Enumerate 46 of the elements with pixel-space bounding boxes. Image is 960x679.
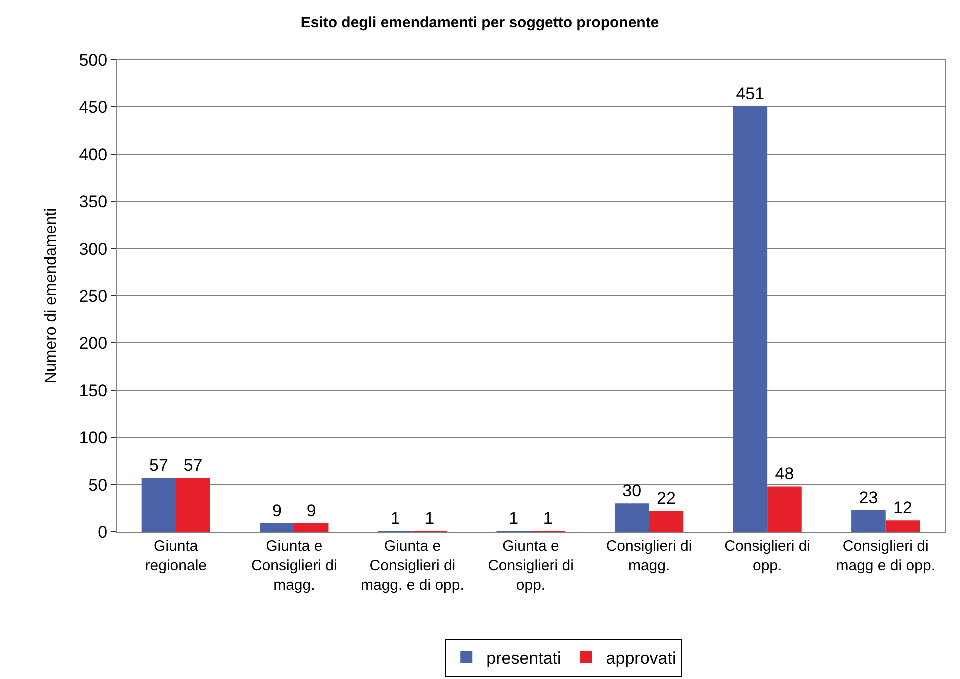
bar xyxy=(886,520,920,532)
data-label: 9 xyxy=(306,502,316,520)
bar xyxy=(852,510,886,532)
x-tick-label: Consiglieri di magg e di opp. xyxy=(836,538,936,574)
data-label: 23 xyxy=(859,488,878,508)
data-label: 12 xyxy=(894,498,912,518)
x-tick-label: Consiglieri di magg. xyxy=(606,538,692,574)
y-tick-label: 0 xyxy=(98,522,108,542)
data-label: 57 xyxy=(184,456,203,476)
y-tick-label: 250 xyxy=(79,286,108,306)
x-tick-label: Giunta e Consiglieri di opp. xyxy=(488,538,574,594)
x-tick-label: Giunta e Consiglieri di magg. e di opp. xyxy=(361,538,464,594)
x-tick-label: Giunta regionale xyxy=(145,538,207,574)
x-tick-label: Consiglieri di opp. xyxy=(724,538,811,574)
data-label: 30 xyxy=(622,482,642,501)
x-tick-label: Giunta e Consiglieri di magg. xyxy=(251,538,338,594)
y-tick-label: 500 xyxy=(79,50,108,70)
y-tick-label: 150 xyxy=(79,381,108,400)
y-tick-label: 400 xyxy=(79,145,108,164)
bar xyxy=(294,524,329,532)
y-tick-label: 450 xyxy=(79,98,108,118)
bar xyxy=(176,478,210,532)
data-label: 9 xyxy=(272,502,282,520)
chart-title: Esito degli emendamenti per soggetto proponente xyxy=(300,14,660,32)
y-tick-label: 50 xyxy=(88,476,108,495)
y-tick-label: 300 xyxy=(79,240,108,259)
bar xyxy=(614,504,650,532)
bar xyxy=(142,478,176,532)
y-tick-label: 100 xyxy=(79,428,108,448)
y-axis-title: Numero di emendamenti xyxy=(43,208,60,384)
data-label: 1 xyxy=(509,509,519,528)
bar xyxy=(733,106,768,532)
bar xyxy=(649,511,684,532)
data-label: 57 xyxy=(150,456,168,476)
data-label: 1 xyxy=(543,509,553,528)
data-label: 1 xyxy=(425,509,435,528)
y-tick-label: 350 xyxy=(79,192,108,212)
bar xyxy=(260,524,294,532)
y-tick-label: 200 xyxy=(79,334,108,354)
bar xyxy=(768,486,802,532)
data-label: 1 xyxy=(390,509,400,528)
legend-label: approvati xyxy=(606,649,676,668)
data-label: 48 xyxy=(775,464,794,484)
data-label: 451 xyxy=(736,84,765,104)
data-label: 22 xyxy=(656,489,676,508)
legend-label: presentati xyxy=(486,649,562,668)
